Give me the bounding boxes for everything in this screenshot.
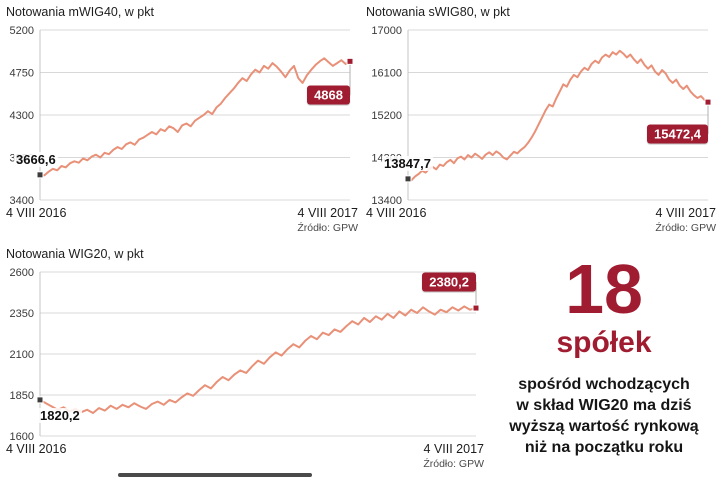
- chart-mwig40: Notowania mWIG40, w pkt 5200475043003850…: [6, 4, 358, 236]
- svg-text:2100: 2100: [10, 349, 34, 361]
- x-axis-start-label: 4 VIII 2016: [6, 206, 67, 220]
- start-value-label: 3666,6: [14, 151, 58, 167]
- source-label: Źródło: GPW: [297, 222, 358, 234]
- chart-title: Notowania WIG20, w pkt: [6, 247, 144, 261]
- x-axis-start-label: 4 VIII 2016: [366, 206, 427, 220]
- svg-text:4750: 4750: [10, 68, 34, 80]
- callout-text-line: w skład WIG20 ma dziś: [516, 397, 692, 415]
- wig20-plot: 2600 2350 2100 1850 1600: [10, 267, 480, 440]
- callout-text-line: spośród wchodzących: [518, 376, 690, 393]
- source-label: Źródło: GPW: [655, 222, 716, 234]
- chart-title: Notowania sWIG80, w pkt: [366, 5, 510, 19]
- x-axis: 4 VIII 2016 4 VIII 2017: [6, 440, 484, 456]
- svg-text:16100: 16100: [371, 68, 402, 80]
- x-axis: 4 VIII 2016 4 VIII 2017: [6, 204, 358, 220]
- callout-word: spółek: [556, 326, 652, 359]
- x-axis-start-label: 4 VIII 2016: [6, 442, 67, 456]
- x-axis: 4 VIII 2016 4 VIII 2017: [366, 204, 716, 220]
- callout-block: 18 spółek spośród wchodzących w skład WI…: [492, 254, 716, 458]
- svg-text:2600: 2600: [10, 267, 34, 279]
- end-value-badge: 15472,4: [647, 124, 708, 144]
- x-axis-end-label: 4 VIII 2017: [423, 442, 484, 456]
- chart-plot-area: 52004750430038503400 3666,6 4868: [6, 22, 358, 204]
- svg-text:3400: 3400: [10, 195, 34, 204]
- end-value-badge: 2380,2: [422, 272, 476, 292]
- callout-text-line: niż na początku roku: [524, 439, 684, 457]
- swig80-plot: 1700016100152001430013400: [371, 25, 712, 204]
- source-label: Źródło: GPW: [423, 458, 484, 470]
- chart-title: Notowania mWIG40, w pkt: [6, 5, 154, 19]
- svg-text:1600: 1600: [10, 431, 34, 440]
- chart-plot-area: 2600 2350 2100 1850 1600 1820,2 2380,2: [6, 264, 484, 440]
- svg-text:17000: 17000: [371, 25, 402, 37]
- svg-text:13400: 13400: [371, 195, 402, 204]
- svg-text:2350: 2350: [10, 308, 34, 320]
- chart-swig80: Notowania sWIG80, w pkt 17000 16100 15200 1…: [366, 4, 716, 236]
- end-value-badge: 4868: [307, 85, 350, 105]
- svg-text:1850: 1850: [10, 390, 34, 402]
- svg-text:5200: 5200: [10, 25, 34, 37]
- callout-text-line: wyższą wartość rynkową: [509, 418, 699, 436]
- chart-wig20: Notowania WIG20, w pkt 2600 2350 2100 1850 1…: [6, 246, 484, 472]
- scrollbar-thumb[interactable]: [118, 473, 312, 477]
- svg-text:4300: 4300: [10, 110, 34, 122]
- start-value-label: 1820,2: [38, 407, 82, 423]
- x-axis-end-label: 4 VIII 2017: [297, 206, 358, 220]
- mwig40-plot: 52004750430038503400: [10, 25, 354, 204]
- callout-number: 18: [565, 250, 643, 328]
- start-value-label: 13847,7: [382, 155, 433, 171]
- chart-plot-area: 1700016100152001430013400 13847,7 15472,…: [366, 22, 716, 204]
- x-axis-end-label: 4 VIII 2017: [655, 206, 716, 220]
- callout-text: spośród wchodzących w skład WIG20 ma dzi…: [492, 374, 716, 458]
- svg-text:15200: 15200: [371, 110, 402, 122]
